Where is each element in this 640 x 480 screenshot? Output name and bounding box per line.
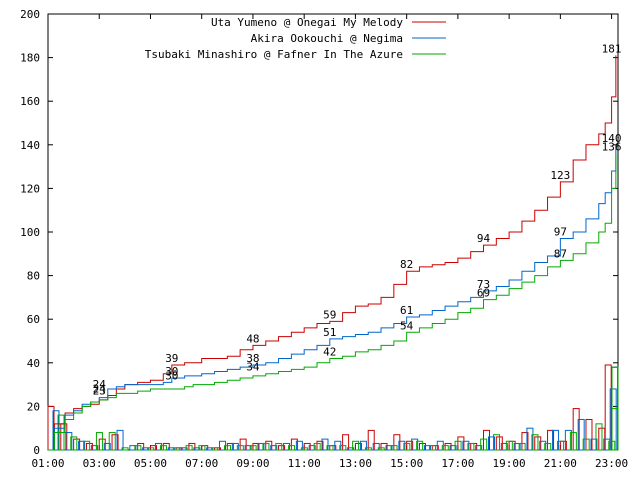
line-chart: 0 20 40 60 80 100 120 140 160 180 200 01:00 03:00 05… [0, 0, 640, 480]
data-label: 82 [400, 258, 413, 271]
y-axis: 0 20 40 60 80 100 120 140 160 180 200 [20, 8, 618, 457]
series-line-3 [48, 154, 616, 450]
data-label: 59 [323, 308, 336, 321]
y-tick-label: 120 [20, 182, 40, 195]
x-tick-label: 15:00 [390, 457, 423, 470]
y-tick-label: 100 [20, 226, 40, 239]
data-label: 181 [602, 42, 622, 55]
y-tick-label: 140 [20, 139, 40, 152]
data-label: 69 [477, 287, 490, 300]
x-tick-label: 17:00 [441, 457, 474, 470]
x-tick-label: 01:00 [31, 457, 64, 470]
legend: Uta Yumeno @ Onegai My Melody Akira Ookou… [145, 16, 446, 61]
data-label: 123 [550, 169, 570, 182]
series-lines [48, 55, 616, 450]
data-label: 34 [246, 361, 260, 374]
data-label: 54 [400, 319, 414, 332]
data-label: 87 [554, 247, 567, 260]
hourly-bars [48, 365, 618, 450]
legend-label: Uta Yumeno @ Onegai My Melody [211, 16, 403, 29]
x-tick-label: 03:00 [83, 457, 116, 470]
x-axis: 01:00 03:00 05:00 07:00 09:00 11:00 13:00 15:00… [31, 14, 628, 470]
y-tick-label: 20 [27, 400, 40, 413]
x-tick-label: 19:00 [493, 457, 526, 470]
x-tick-label: 13:00 [339, 457, 372, 470]
x-tick-label: 07:00 [185, 457, 218, 470]
data-label: 136 [602, 141, 622, 154]
y-tick-label: 80 [27, 270, 40, 283]
data-label: 39 [165, 352, 178, 365]
data-label: 94 [477, 232, 491, 245]
series-line-2 [48, 145, 616, 450]
series-line-1 [48, 55, 616, 450]
y-tick-label: 40 [27, 357, 40, 370]
x-tick-label: 23:00 [595, 457, 628, 470]
data-label: 61 [400, 304, 413, 317]
x-tick-label: 21:00 [544, 457, 577, 470]
y-tick-label: 180 [20, 52, 40, 65]
data-label: 42 [323, 345, 336, 358]
data-label: 30 [165, 369, 178, 382]
x-tick-label: 05:00 [134, 457, 167, 470]
legend-label: Akira Ookouchi @ Negima [251, 32, 403, 45]
y-tick-label: 160 [20, 95, 40, 108]
data-label: 97 [554, 226, 567, 239]
data-label: 48 [246, 332, 259, 345]
y-tick-label: 60 [27, 313, 40, 326]
legend-label: Tsubaki Minashiro @ Fafner In The Azure [145, 48, 403, 61]
data-label: 51 [323, 326, 336, 339]
x-tick-label: 09:00 [236, 457, 269, 470]
annotations: 3930304838345951428261549473691239787181… [93, 42, 622, 397]
data-label: 23 [93, 385, 106, 398]
x-tick-label: 11:00 [288, 457, 321, 470]
y-tick-label: 200 [20, 8, 40, 21]
y-tick-label: 0 [33, 444, 40, 457]
